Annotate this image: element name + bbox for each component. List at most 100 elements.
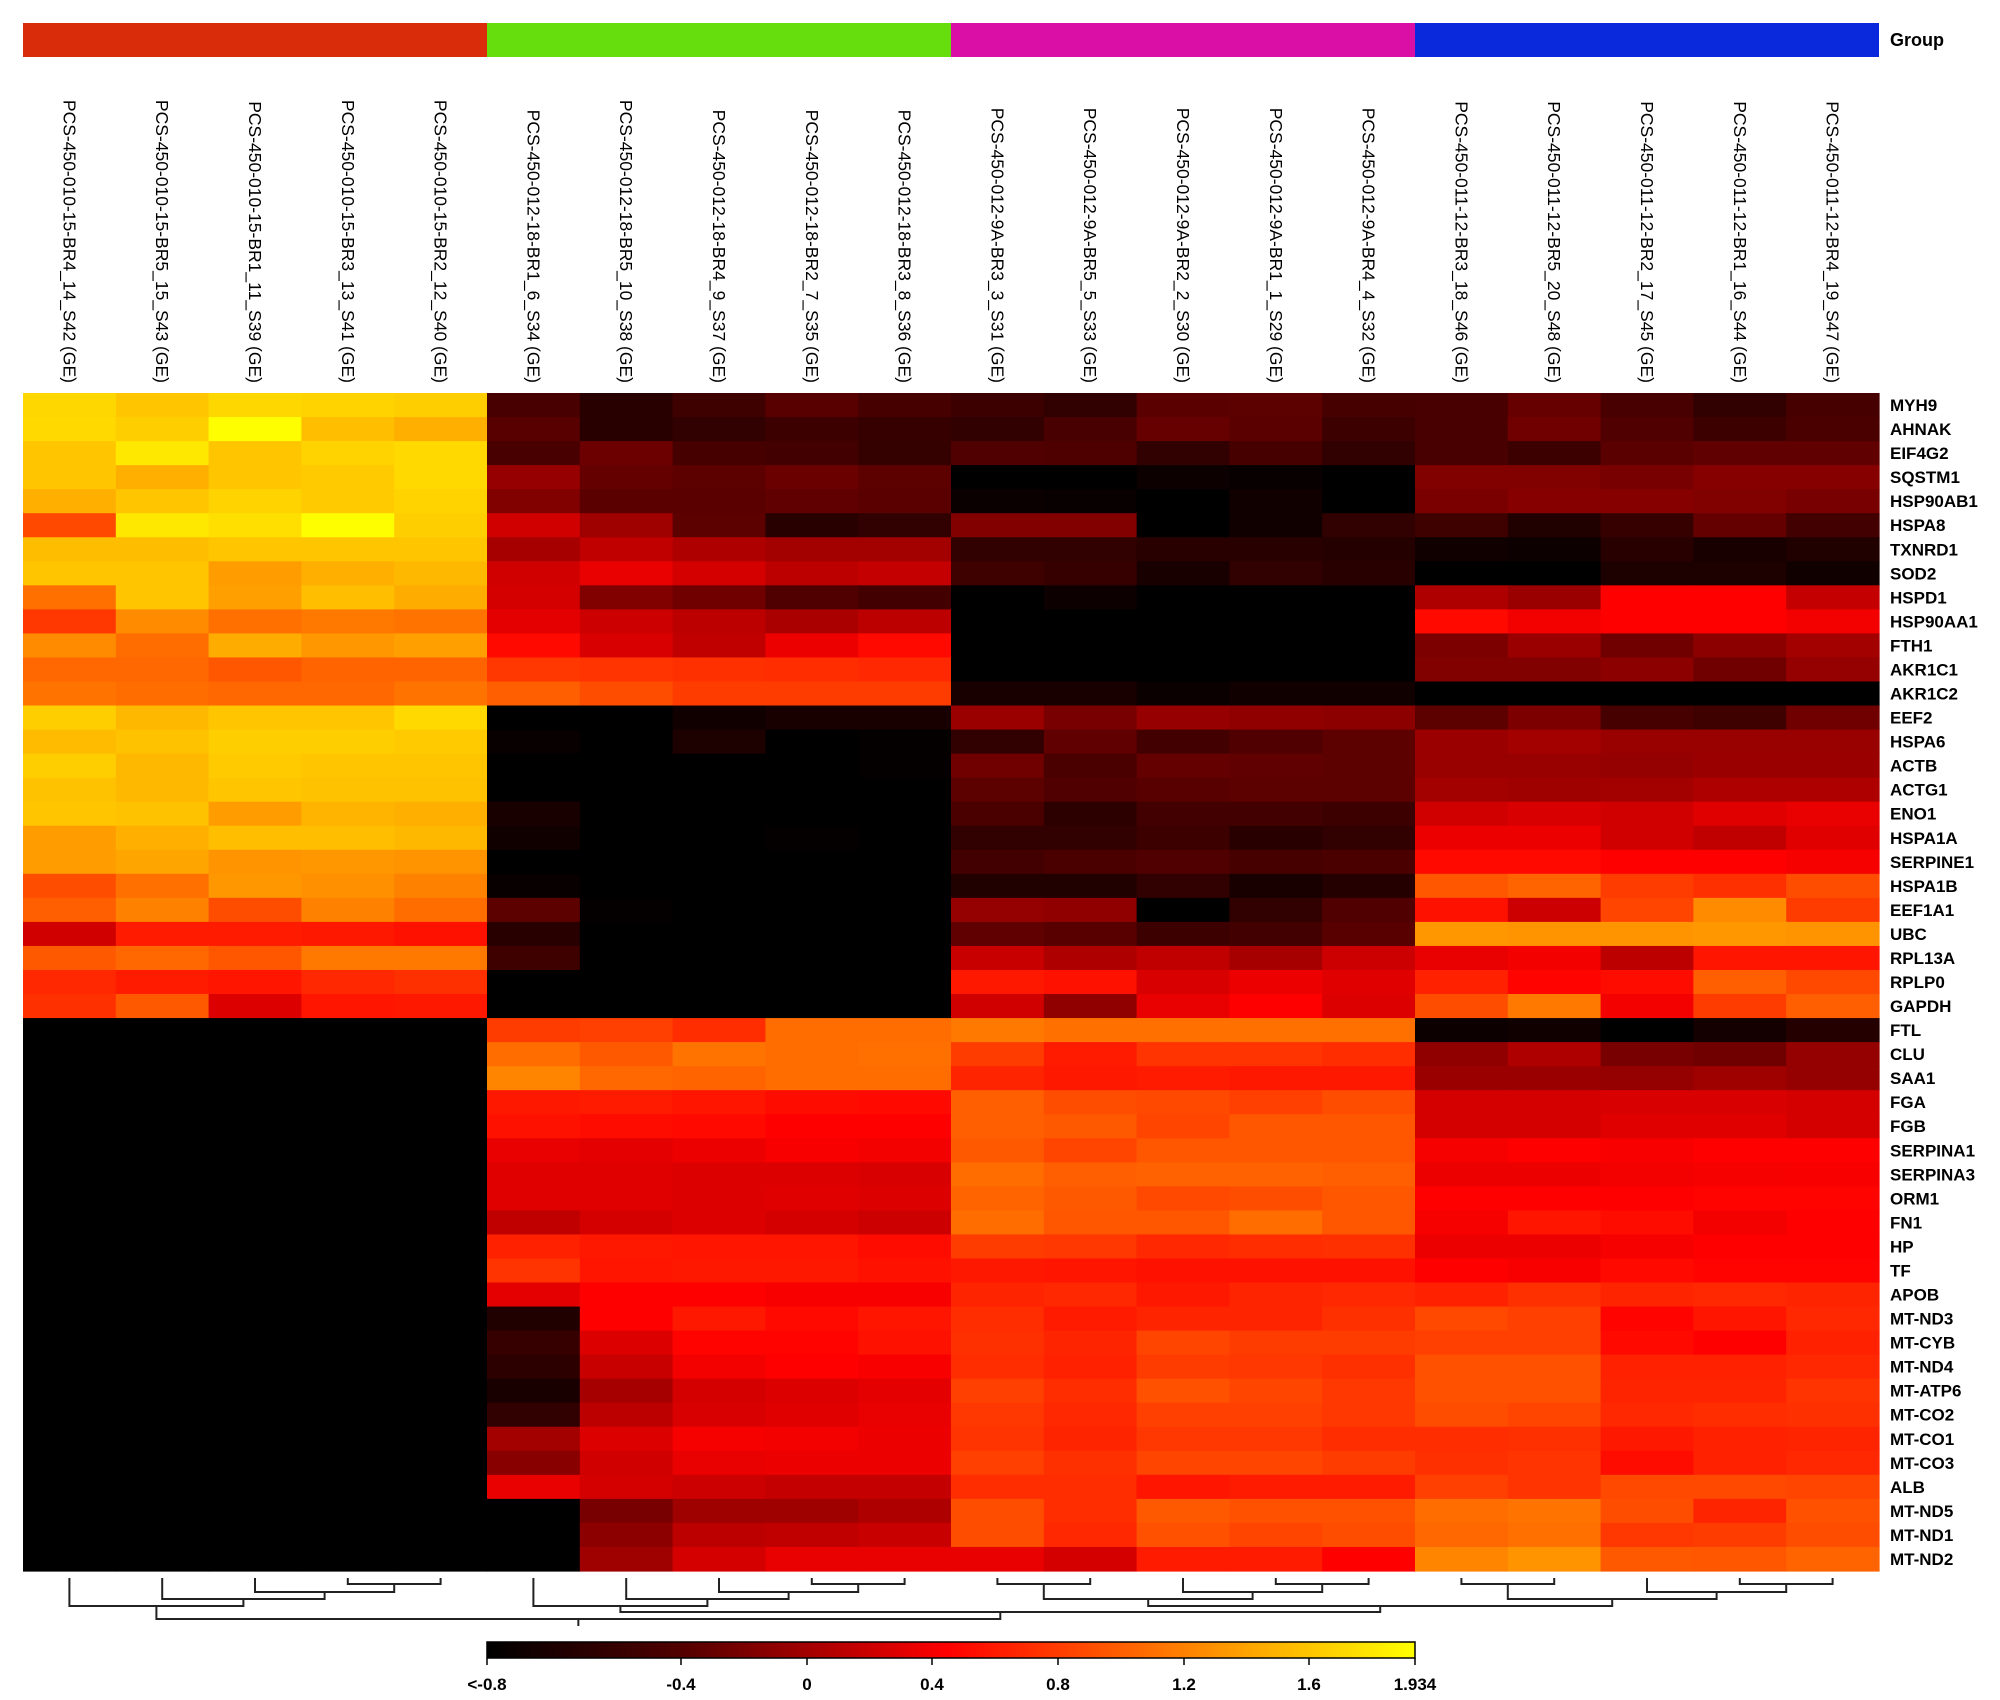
heatmap-cell [1786, 657, 1880, 683]
heatmap-cell [1600, 945, 1694, 971]
heatmap-cell [951, 441, 1045, 466]
heatmap-cell [1322, 1282, 1416, 1308]
heatmap-cell [1043, 1042, 1138, 1067]
row-label: AKR1C2 [1890, 685, 1958, 704]
heatmap-cell [672, 1186, 766, 1211]
heatmap-cell [1786, 1354, 1880, 1380]
heatmap-cell [1415, 489, 1509, 514]
heatmap-cell [1693, 1114, 1787, 1139]
heatmap-cell [115, 1138, 210, 1163]
heatmap-cell [1229, 465, 1323, 490]
heatmap-cell [115, 1474, 210, 1500]
heatmap-cell [1415, 1258, 1509, 1284]
heatmap-cell [1693, 1090, 1787, 1115]
heatmap-cell [301, 1330, 395, 1356]
column-label: PCS-450-012-18-BR2_7_S35 (GE) [801, 110, 822, 383]
heatmap-cell [579, 1042, 674, 1067]
heatmap-cell [1507, 1234, 1602, 1260]
heatmap-cell [1693, 441, 1787, 466]
heatmap-cell [115, 873, 210, 899]
heatmap-cell [23, 1474, 117, 1500]
heatmap-cell [1043, 1138, 1138, 1163]
heatmap-cell [579, 1330, 674, 1356]
heatmap-cell [858, 1354, 952, 1380]
heatmap-cell [208, 1042, 302, 1067]
heatmap-cell [1043, 921, 1138, 947]
heatmap-cell [1136, 417, 1230, 442]
heatmap-cell [1415, 417, 1509, 442]
heatmap-cell [1136, 1498, 1230, 1524]
heatmap-cell [1136, 1138, 1230, 1163]
heatmap-cell [951, 849, 1045, 875]
heatmap-cell [301, 393, 395, 418]
heatmap-cell [858, 1186, 952, 1211]
heatmap-cell [951, 633, 1045, 659]
heatmap-cell [858, 1474, 952, 1500]
heatmap-cell [951, 1162, 1045, 1187]
heatmap-cell [951, 1066, 1045, 1091]
heatmap-cell [858, 1018, 952, 1043]
heatmap-cell [1322, 393, 1416, 418]
heatmap-cell [1786, 1066, 1880, 1091]
heatmap-cell [1786, 1114, 1880, 1139]
heatmap-cell [487, 657, 581, 683]
heatmap-cell [1507, 561, 1602, 586]
heatmap-cell [1136, 849, 1230, 875]
heatmap-cell [394, 1546, 488, 1572]
heatmap-cell [672, 705, 766, 731]
heatmap-cell [1136, 1018, 1230, 1043]
heatmap-cell [1415, 537, 1509, 562]
heatmap-cell [1043, 705, 1138, 731]
heatmap-cell [301, 1306, 395, 1332]
heatmap-cell [23, 921, 117, 947]
heatmap-cell [208, 1378, 302, 1404]
heatmap-cell [1415, 1186, 1509, 1211]
heatmap-cell [579, 537, 674, 562]
heatmap-cell [208, 1162, 302, 1187]
heatmap-cell [1693, 1162, 1787, 1187]
heatmap-cell [1136, 1282, 1230, 1308]
heatmap-cell [1507, 753, 1602, 779]
heatmap-cell [394, 1186, 488, 1211]
heatmap-cell [672, 609, 766, 635]
heatmap-cell [1786, 825, 1880, 851]
heatmap-cell [672, 994, 766, 1019]
heatmap-cell [1415, 897, 1509, 923]
heatmap-cell [1136, 513, 1230, 538]
row-label: HSPD1 [1890, 588, 1947, 607]
heatmap-cell [115, 1162, 210, 1187]
heatmap-cell [951, 585, 1045, 610]
heatmap-cell [1043, 1090, 1138, 1115]
heatmap-cell [301, 1474, 395, 1500]
heatmap-cell [1322, 897, 1416, 923]
row-label: FGB [1890, 1117, 1926, 1136]
heatmap-cell [301, 1282, 395, 1308]
heatmap-cell [1786, 1138, 1880, 1163]
heatmap-cell [1786, 897, 1880, 923]
heatmap-cell [672, 1498, 766, 1524]
heatmap-cell [579, 1090, 674, 1115]
heatmap-cell [1600, 1162, 1694, 1187]
heatmap-cell [858, 513, 952, 538]
row-label: EEF2 [1890, 709, 1933, 728]
heatmap-cell [1043, 897, 1138, 923]
heatmap-cell [301, 1066, 395, 1091]
heatmap-cell [579, 921, 674, 947]
heatmap-cell [1229, 609, 1323, 635]
heatmap-cell [1693, 1498, 1787, 1524]
heatmap-cell [765, 585, 859, 610]
heatmap-cell [1786, 1450, 1880, 1476]
row-label: SOD2 [1890, 564, 1936, 583]
heatmap-cell [1043, 465, 1138, 490]
heatmap-cell [765, 1330, 859, 1356]
heatmap-cell [1322, 417, 1416, 442]
heatmap-cell [208, 1282, 302, 1308]
heatmap-cell [1786, 729, 1880, 755]
heatmap-cell [1600, 1258, 1694, 1284]
heatmap-cell [1786, 873, 1880, 899]
column-label: PCS-450-011-12-BR3_18_S46 (GE) [1450, 101, 1471, 383]
heatmap-cell [1322, 705, 1416, 731]
heatmap-cell [672, 921, 766, 947]
heatmap-cell [1507, 1186, 1602, 1211]
heatmap-cell [1229, 777, 1323, 803]
